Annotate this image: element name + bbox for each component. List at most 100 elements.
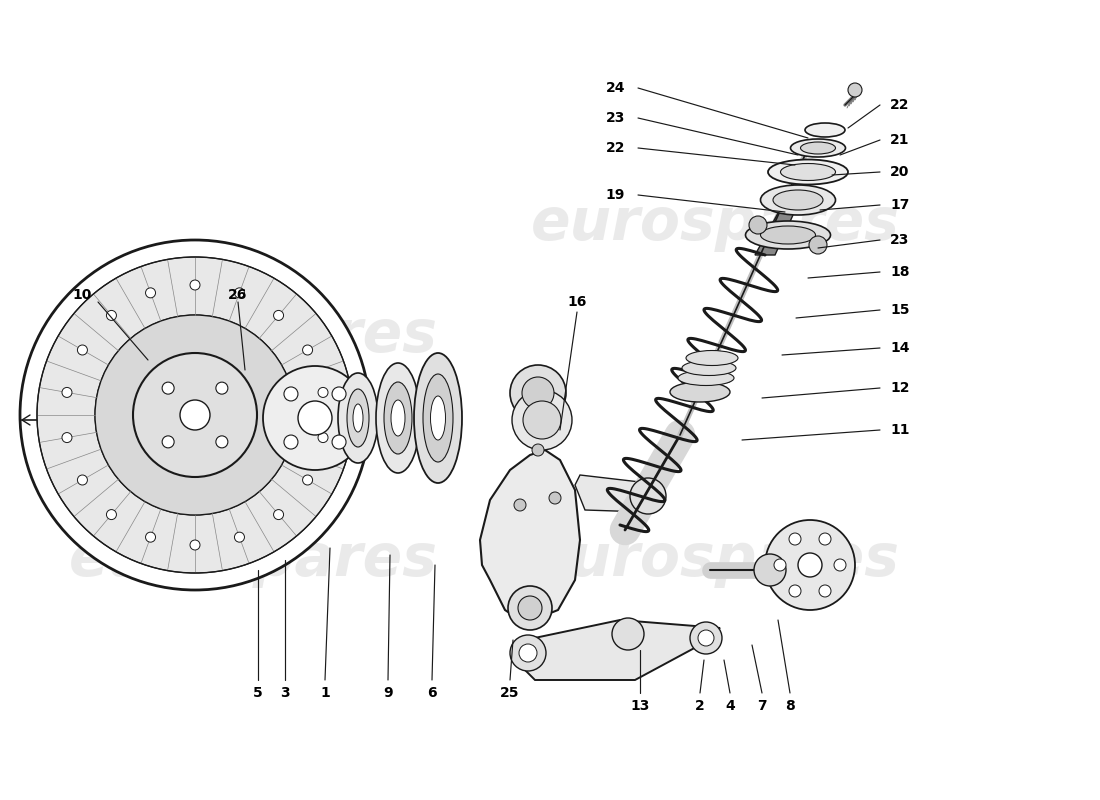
Circle shape bbox=[190, 280, 200, 290]
Text: 15: 15 bbox=[890, 303, 910, 317]
Circle shape bbox=[298, 401, 332, 435]
Circle shape bbox=[532, 444, 544, 456]
Circle shape bbox=[162, 382, 174, 394]
Ellipse shape bbox=[801, 142, 836, 154]
Ellipse shape bbox=[678, 370, 734, 386]
Ellipse shape bbox=[522, 401, 561, 439]
Polygon shape bbox=[480, 450, 580, 620]
Circle shape bbox=[754, 554, 786, 586]
Ellipse shape bbox=[384, 382, 412, 454]
Ellipse shape bbox=[512, 390, 572, 450]
Circle shape bbox=[332, 435, 346, 449]
Circle shape bbox=[133, 353, 257, 477]
Text: 23: 23 bbox=[890, 233, 910, 247]
Text: 22: 22 bbox=[890, 98, 910, 112]
Circle shape bbox=[749, 216, 767, 234]
Circle shape bbox=[77, 345, 87, 355]
Circle shape bbox=[190, 540, 200, 550]
Circle shape bbox=[789, 585, 801, 597]
Circle shape bbox=[848, 83, 862, 97]
Text: 22: 22 bbox=[605, 141, 625, 155]
Ellipse shape bbox=[686, 350, 738, 366]
Circle shape bbox=[234, 532, 244, 542]
Text: 24: 24 bbox=[605, 81, 625, 95]
Polygon shape bbox=[755, 175, 811, 255]
Circle shape bbox=[820, 533, 830, 545]
Circle shape bbox=[107, 510, 117, 519]
Circle shape bbox=[216, 436, 228, 448]
Circle shape bbox=[234, 288, 244, 298]
Text: 21: 21 bbox=[890, 133, 910, 147]
Ellipse shape bbox=[346, 389, 368, 447]
Text: 1: 1 bbox=[320, 686, 330, 700]
Ellipse shape bbox=[390, 400, 405, 436]
Text: eurospares: eurospares bbox=[68, 531, 438, 589]
Ellipse shape bbox=[682, 361, 736, 375]
Circle shape bbox=[332, 387, 346, 401]
Circle shape bbox=[274, 510, 284, 519]
Circle shape bbox=[145, 532, 155, 542]
Circle shape bbox=[764, 520, 855, 610]
Text: 11: 11 bbox=[890, 423, 910, 437]
Circle shape bbox=[514, 499, 526, 511]
Circle shape bbox=[698, 630, 714, 646]
Ellipse shape bbox=[781, 163, 836, 181]
Ellipse shape bbox=[338, 373, 378, 463]
Circle shape bbox=[284, 387, 298, 401]
Text: 14: 14 bbox=[890, 341, 910, 355]
Text: 2: 2 bbox=[695, 699, 705, 713]
Text: 6: 6 bbox=[427, 686, 437, 700]
Circle shape bbox=[318, 433, 328, 442]
Ellipse shape bbox=[805, 123, 845, 137]
Text: 10: 10 bbox=[73, 288, 92, 302]
Text: 9: 9 bbox=[383, 686, 393, 700]
Ellipse shape bbox=[768, 159, 848, 185]
Text: 7: 7 bbox=[757, 699, 767, 713]
Circle shape bbox=[508, 586, 552, 630]
Circle shape bbox=[834, 559, 846, 571]
Circle shape bbox=[549, 492, 561, 504]
Circle shape bbox=[518, 596, 542, 620]
Circle shape bbox=[145, 288, 155, 298]
Circle shape bbox=[302, 475, 312, 485]
Text: 3: 3 bbox=[280, 686, 289, 700]
Circle shape bbox=[162, 436, 174, 448]
Text: 17: 17 bbox=[890, 198, 910, 212]
Text: 16: 16 bbox=[568, 295, 586, 309]
Circle shape bbox=[107, 310, 117, 321]
Circle shape bbox=[284, 435, 298, 449]
Ellipse shape bbox=[746, 221, 830, 249]
Circle shape bbox=[820, 585, 830, 597]
Ellipse shape bbox=[414, 353, 462, 483]
Circle shape bbox=[95, 315, 295, 515]
Circle shape bbox=[77, 475, 87, 485]
Circle shape bbox=[630, 478, 666, 514]
Circle shape bbox=[612, 618, 643, 650]
Text: 4: 4 bbox=[725, 699, 735, 713]
Circle shape bbox=[510, 365, 566, 421]
Circle shape bbox=[180, 400, 210, 430]
Circle shape bbox=[798, 553, 822, 577]
Ellipse shape bbox=[791, 139, 846, 157]
Circle shape bbox=[318, 387, 328, 398]
Circle shape bbox=[263, 366, 367, 470]
Circle shape bbox=[20, 240, 370, 590]
Text: 18: 18 bbox=[890, 265, 910, 279]
Ellipse shape bbox=[773, 190, 823, 210]
Circle shape bbox=[519, 644, 537, 662]
Text: eurospares: eurospares bbox=[68, 307, 438, 365]
Text: 25: 25 bbox=[500, 686, 519, 700]
Ellipse shape bbox=[430, 396, 446, 440]
Text: eurospares: eurospares bbox=[530, 531, 900, 589]
Circle shape bbox=[789, 533, 801, 545]
Ellipse shape bbox=[760, 226, 815, 244]
Text: 23: 23 bbox=[606, 111, 625, 125]
Circle shape bbox=[302, 345, 312, 355]
Circle shape bbox=[62, 433, 72, 442]
Text: 26: 26 bbox=[229, 288, 248, 302]
Text: 5: 5 bbox=[253, 686, 263, 700]
Text: 20: 20 bbox=[890, 165, 910, 179]
Circle shape bbox=[510, 635, 546, 671]
Circle shape bbox=[274, 310, 284, 321]
Circle shape bbox=[62, 387, 72, 398]
